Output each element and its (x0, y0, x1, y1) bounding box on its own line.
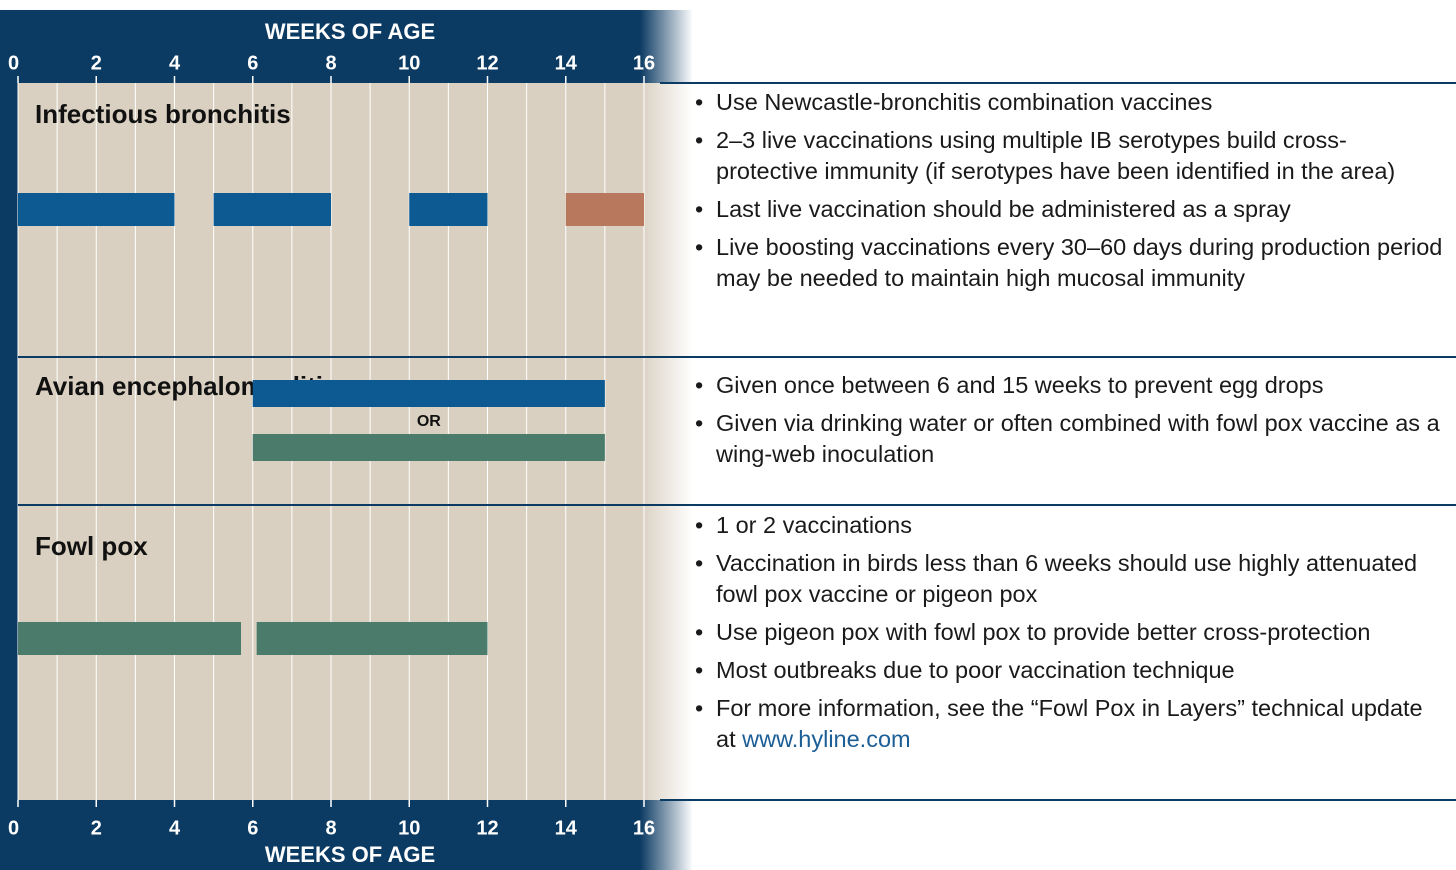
note: Given via drinking water or often combin… (695, 408, 1447, 470)
x-tick-label: 4 (169, 52, 181, 74)
note-text: Vaccination in birds less than 6 weeks s… (716, 550, 1418, 607)
schedule-bar (213, 193, 331, 226)
x-tick-label: 14 (555, 817, 578, 839)
note-text: 1 or 2 vaccinations (716, 512, 912, 538)
note-text: Given once between 6 and 15 weeks to pre… (716, 372, 1324, 398)
x-tick-label: 6 (247, 52, 258, 74)
section-title: Infectious bronchitis (35, 99, 291, 129)
x-tick-label: 0 (8, 52, 19, 74)
x-tick-label: 10 (398, 817, 420, 839)
schedule-bar (256, 622, 488, 655)
x-tick-label: 0 (8, 817, 19, 839)
note: Live boosting vaccinations every 30–60 d… (695, 232, 1447, 294)
notes: Use Newcastle-bronchitis combination vac… (695, 87, 1447, 301)
x-tick-label: 8 (325, 817, 336, 839)
section-title: Fowl pox (35, 531, 148, 561)
x-tick-label: 16 (633, 52, 655, 74)
x-tick-label: 10 (398, 52, 420, 74)
fade (640, 0, 693, 870)
note-text: For more information, see the “Fowl Pox … (716, 695, 1423, 752)
note-text: Given via drinking water or often combin… (716, 410, 1440, 467)
note: Use pigeon pox with fowl pox to provide … (695, 617, 1447, 648)
schedule-bar (18, 193, 175, 226)
x-tick-label: 6 (247, 817, 258, 839)
schedule-bar (252, 380, 605, 407)
note: Use Newcastle-bronchitis combination vac… (695, 87, 1447, 118)
notes: 1 or 2 vaccinations Vaccination in birds … (695, 510, 1447, 762)
note: Last live vaccination should be administ… (695, 194, 1447, 225)
x-tick-label: 12 (476, 817, 498, 839)
note-text: Last live vaccination should be administ… (716, 196, 1291, 222)
x-tick-label: 8 (325, 52, 336, 74)
note: Most outbreaks due to poor vaccination t… (695, 655, 1447, 686)
schedule-bar (409, 193, 488, 226)
x-tick-label: 2 (91, 52, 102, 74)
x-tick-label: 16 (633, 817, 655, 839)
note-text: 2–3 live vaccinations using multiple IB … (716, 127, 1396, 184)
note-text: Live boosting vaccinations every 30–60 d… (716, 234, 1443, 291)
schedule-bar (565, 193, 644, 226)
schedule-bar (18, 622, 242, 655)
note: Given once between 6 and 15 weeks to pre… (695, 370, 1447, 401)
x-tick-label: 2 (91, 817, 102, 839)
axis-label: WEEKS OF AGE (265, 19, 435, 44)
note-text: Most outbreaks due to poor vaccination t… (716, 657, 1235, 683)
x-tick-label: 12 (476, 52, 498, 74)
axis-label: WEEKS OF AGE (265, 842, 435, 867)
x-tick-label: 4 (169, 817, 181, 839)
x-tick-label: 14 (555, 52, 578, 74)
note: For more information, see the “Fowl Pox … (695, 693, 1447, 755)
note: Vaccination in birds less than 6 weeks s… (695, 548, 1447, 610)
note-text: Use pigeon pox with fowl pox to provide … (716, 619, 1371, 645)
notes: Given once between 6 and 15 weeks to pre… (695, 370, 1447, 477)
note-text: Use Newcastle-bronchitis combination vac… (716, 89, 1213, 115)
link[interactable]: www.hyline.com (742, 726, 911, 752)
schedule-bar (252, 434, 605, 461)
note: 2–3 live vaccinations using multiple IB … (695, 125, 1447, 187)
note: 1 or 2 vaccinations (695, 510, 1447, 541)
separator-label: OR (417, 413, 441, 430)
